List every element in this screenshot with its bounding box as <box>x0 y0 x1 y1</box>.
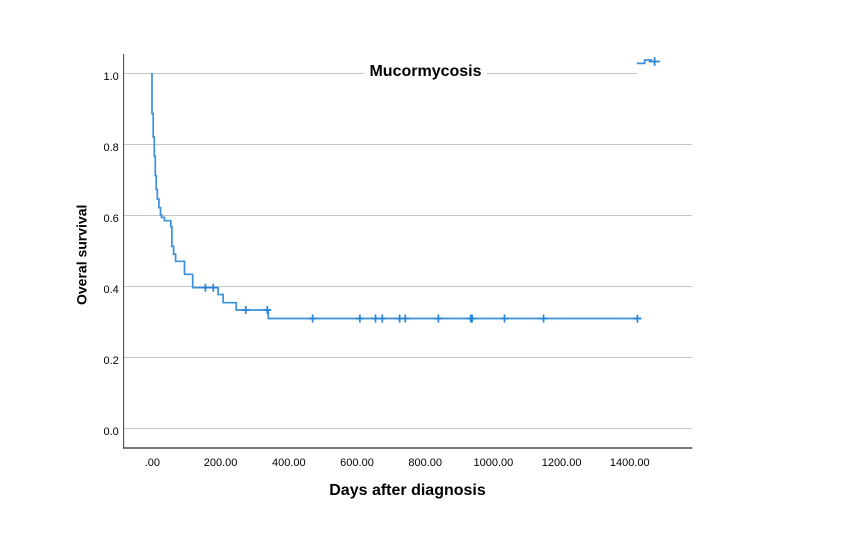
svg-text:1000.00: 1000.00 <box>474 457 514 469</box>
svg-text:1200.00: 1200.00 <box>542 457 582 469</box>
svg-text:Mucormycosis: Mucormycosis <box>369 63 481 80</box>
svg-text:0.6: 0.6 <box>104 213 119 225</box>
svg-text:Overal survival: Overal survival <box>74 205 90 305</box>
svg-text:800.00: 800.00 <box>408 457 442 469</box>
svg-text:0.4: 0.4 <box>104 284 119 296</box>
svg-text:0.8: 0.8 <box>104 142 119 154</box>
svg-text:600.00: 600.00 <box>340 457 374 469</box>
svg-text:1.0: 1.0 <box>104 71 119 83</box>
svg-text:Days after diagnosis: Days after diagnosis <box>329 482 486 499</box>
svg-text:200.00: 200.00 <box>204 457 238 469</box>
svg-text:0.2: 0.2 <box>104 355 119 367</box>
svg-text:0.0: 0.0 <box>104 426 119 438</box>
svg-text:400.00: 400.00 <box>272 457 306 469</box>
svg-text:1400.00: 1400.00 <box>610 457 650 469</box>
svg-text:.00: .00 <box>145 457 160 469</box>
